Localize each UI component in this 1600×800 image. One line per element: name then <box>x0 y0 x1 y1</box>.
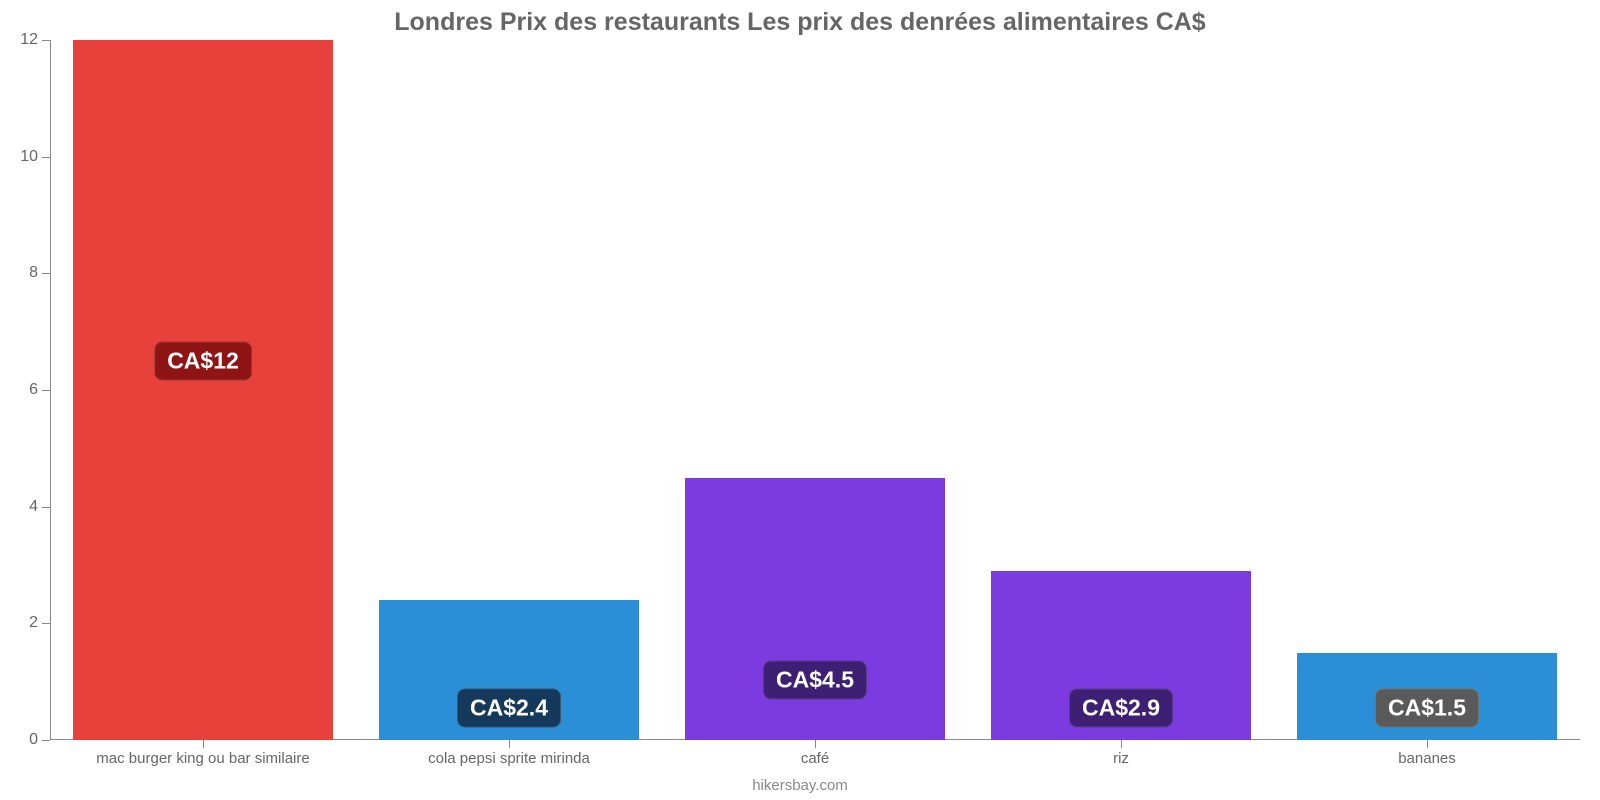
price-bar-chart: Londres Prix des restaurants Les prix de… <box>0 0 1600 800</box>
y-tick-label: 6 <box>29 381 50 399</box>
x-tick-label: mac burger king ou bar similaire <box>96 740 309 767</box>
x-tick-label: bananes <box>1398 740 1456 767</box>
y-tick-label: 4 <box>29 498 50 516</box>
bar <box>73 40 333 740</box>
y-tick-label: 0 <box>29 731 50 749</box>
bar-value-label: CA$1.5 <box>1375 689 1479 728</box>
bar-value-label: CA$2.9 <box>1069 689 1173 728</box>
plot-area: 024681012mac burger king ou bar similair… <box>50 40 1580 740</box>
y-axis-line <box>50 40 51 740</box>
x-tick-label: café <box>801 740 829 767</box>
chart-title: Londres Prix des restaurants Les prix de… <box>0 0 1600 37</box>
x-tick-label: riz <box>1113 740 1129 767</box>
chart-footer: hikersbay.com <box>0 777 1600 794</box>
bar-value-label: CA$4.5 <box>763 661 867 700</box>
bar <box>685 478 945 741</box>
x-tick-label: cola pepsi sprite mirinda <box>428 740 590 767</box>
y-tick-label: 10 <box>20 148 50 166</box>
bar-value-label: CA$12 <box>154 341 252 380</box>
bar-value-label: CA$2.4 <box>457 689 561 728</box>
y-tick-label: 2 <box>29 614 50 632</box>
y-tick-label: 8 <box>29 264 50 282</box>
y-tick-label: 12 <box>20 31 50 49</box>
